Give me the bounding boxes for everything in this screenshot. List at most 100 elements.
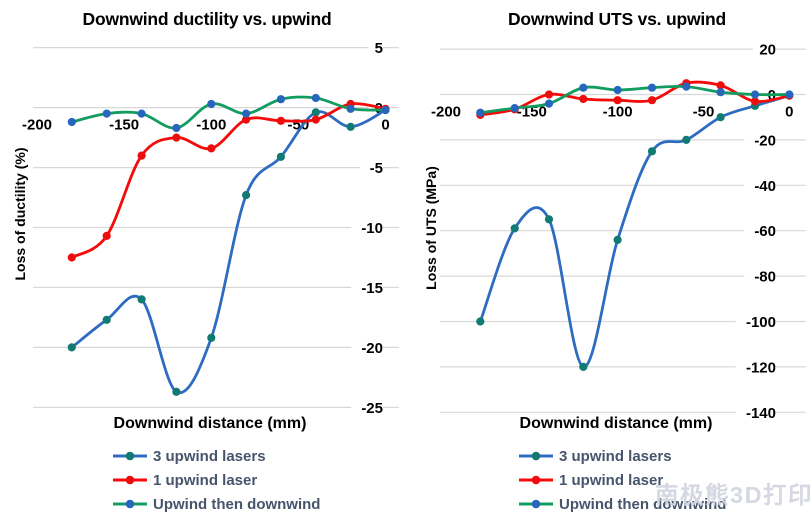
data-point-marker [242,115,251,124]
data-point-marker [750,90,760,99]
y-tick-label: 5 [375,40,383,57]
data-point-marker [67,253,76,262]
line-marker-icon [113,451,147,461]
legend-dot [125,451,135,461]
data-point-marker [613,96,622,105]
data-point-marker [647,83,657,92]
chart1-x-axis-title: Downwind distance (mm) [113,415,307,432]
y-tick-label: 20 [759,42,776,59]
legend-dot [531,475,541,485]
data-point-marker [544,99,554,108]
line-marker-icon [519,499,553,509]
y-tick-label-bg [351,338,383,356]
data-point-marker [716,113,725,122]
legend-item: 1 upwind laser [112,471,320,489]
data-point-marker [579,83,588,92]
data-point-marker [172,133,181,142]
legend-item-label: Upwind then downwind [153,495,321,513]
y-tick-label: -20 [361,340,383,357]
x-tick-label: -200 [431,104,461,121]
data-point-marker [381,105,390,115]
data-point-marker [276,116,285,125]
series-line [478,84,791,115]
y-tick-label-bg [735,313,776,330]
data-point-marker [172,387,181,396]
chart2-x-axis-title: Downwind distance (mm) [519,415,713,432]
x-tick-label: -100 [603,104,633,121]
y-tick-label: -25 [361,400,383,417]
data-point-marker [785,90,794,99]
data-point-marker [137,295,146,304]
data-point-marker [510,104,519,113]
y-tick-label: -40 [754,178,776,195]
data-point-marker [311,93,320,103]
legend-item: Upwind then downwind [518,495,727,513]
data-point-marker [137,109,146,118]
y-tick-label-bg [744,222,776,240]
series-line [70,102,387,259]
data-point-marker [207,99,216,109]
legend-dot [125,499,135,509]
data-point-marker [613,235,622,244]
data-point-marker [207,333,216,342]
y-tick-label-bg [368,39,383,57]
legend-dot [125,475,135,485]
line-marker-icon [113,475,147,485]
y-tick-label: -10 [361,220,383,237]
y-tick-label-bg [744,267,776,285]
data-point-marker [579,362,588,371]
data-point-marker [716,88,725,97]
y-tick-label: -120 [746,359,776,376]
legend-item-label: 1 upwind laser [153,471,258,489]
y-tick-label-bg [744,176,776,194]
data-point-marker [682,82,691,91]
series-line [70,108,387,395]
chart2-y-axis-title: Loss of UTS (MPa) [423,166,439,290]
data-point-marker [346,122,355,131]
y-tick-label-bg [735,403,776,421]
x-tick-label: -200 [22,117,52,134]
y-tick-label: -20 [754,132,776,149]
data-point-marker [647,147,657,156]
y-tick-label: -100 [746,314,776,331]
data-point-marker [276,152,285,161]
data-point-marker [207,144,216,153]
legend-dot [531,499,541,509]
y-tick-label-bg [359,159,383,177]
data-point-marker [67,117,76,127]
data-point-marker [613,85,622,95]
data-point-marker [346,104,355,113]
data-point-marker [137,151,146,160]
y-tick-label-bg [351,278,383,296]
y-tick-label: -60 [754,223,776,240]
data-point-marker [647,96,657,105]
line-marker-icon [519,475,553,485]
data-point-marker [67,343,76,352]
y-tick-label-bg [735,358,776,376]
x-tick-label: -50 [693,104,715,121]
x-tick-label: 0 [785,104,793,121]
legend-item: 3 upwind lasers [518,448,726,465]
y-tick-label-bg [744,131,776,149]
legend-item-label: Upwind then downwind [559,495,727,513]
data-point-marker [242,191,251,200]
series-line [70,95,387,130]
data-point-marker [311,115,320,124]
y-tick-label: -5 [370,160,383,177]
chart1-legend: 3 upwind lasers 1 upwind laser Upwind th… [112,448,320,520]
chart2-title: Downwind UTS vs. upwind [507,9,727,29]
line-marker-icon [113,499,147,509]
x-tick-label: -150 [109,117,139,134]
data-point-marker [510,224,519,233]
data-point-marker [102,315,111,324]
legend-dot [531,451,541,461]
data-point-marker [716,81,725,90]
line-marker-icon [519,451,553,461]
data-point-marker [476,108,485,117]
legend-item: 1 upwind laser [518,472,726,489]
y-tick-label: -15 [361,280,383,297]
data-point-marker [102,109,111,118]
y-tick-label-bg [351,398,383,416]
